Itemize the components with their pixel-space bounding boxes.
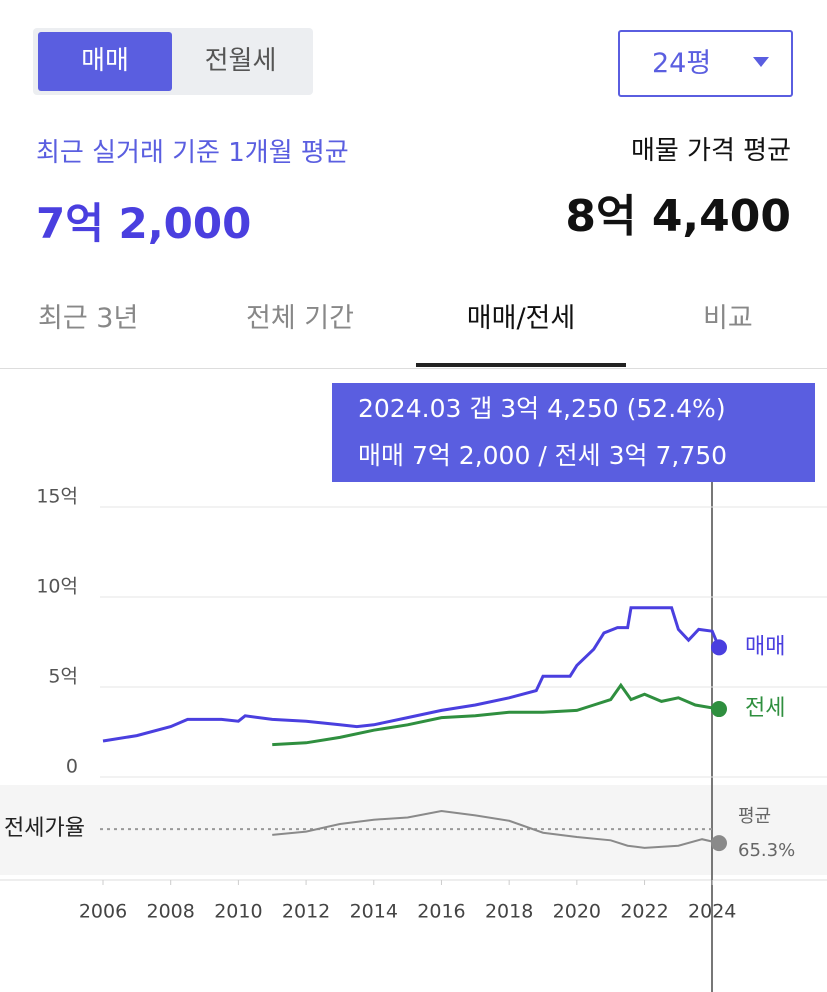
y-tick-label: 5억 (48, 666, 78, 688)
x-tick-label: 2010 (214, 901, 262, 923)
x-tick-label: 2012 (282, 901, 330, 923)
tooltip-line: 매매 7억 2,000 / 전세 3억 7,750 (358, 441, 727, 470)
tab-rent[interactable]: 전월세 (204, 46, 277, 76)
tooltip (332, 383, 815, 482)
listing-label: 매물 가격 평균 (630, 136, 791, 166)
x-tick-label: 2014 (350, 901, 398, 923)
average-value: 65.3% (738, 840, 795, 861)
period-tab[interactable]: 전체 기간 (246, 303, 354, 334)
size-select[interactable]: 24평 (618, 30, 793, 97)
tab-underline (416, 363, 626, 367)
series-line (272, 682, 720, 747)
divider (0, 368, 827, 369)
end-point (711, 835, 727, 852)
end-point (711, 701, 727, 718)
x-tick-label: 2022 (620, 901, 668, 923)
series-label: 전세 (745, 696, 785, 721)
y-tick-label: 15억 (36, 486, 78, 508)
period-tab[interactable]: 최근 3년 (38, 303, 139, 334)
tab-sale[interactable]: 매매 (38, 32, 172, 91)
end-point (711, 639, 727, 656)
series-label: 매매 (745, 634, 785, 659)
recent-label: 최근 실거래 기준 1개월 평균 (36, 138, 349, 168)
tooltip-line: 2024.03 갭 3억 4,250 (52.4%) (358, 394, 726, 423)
series-line (102, 606, 721, 743)
recent-value: 7억 2,000 (36, 199, 252, 248)
dropdown-arrow (753, 57, 769, 67)
series-line (272, 810, 720, 849)
period-tab-active[interactable]: 매매/전세 (466, 303, 576, 334)
y-tick-label: 0 (66, 756, 78, 778)
x-tick-label: 2018 (485, 901, 533, 923)
ratio-title: 전세가율 (4, 816, 85, 841)
x-tick-label: 2024 (688, 901, 736, 923)
x-tick-label: 2006 (79, 901, 127, 923)
period-tab[interactable]: 비교 (703, 303, 753, 334)
x-tick-label: 2020 (553, 901, 601, 923)
listing-value: 8억 4,400 (565, 191, 791, 242)
y-tick-label: 10억 (36, 576, 78, 598)
average-label: 평균 (738, 806, 771, 827)
size-value: 24평 (652, 48, 712, 79)
x-tick-label: 2008 (147, 901, 195, 923)
x-tick-label: 2016 (417, 901, 465, 923)
